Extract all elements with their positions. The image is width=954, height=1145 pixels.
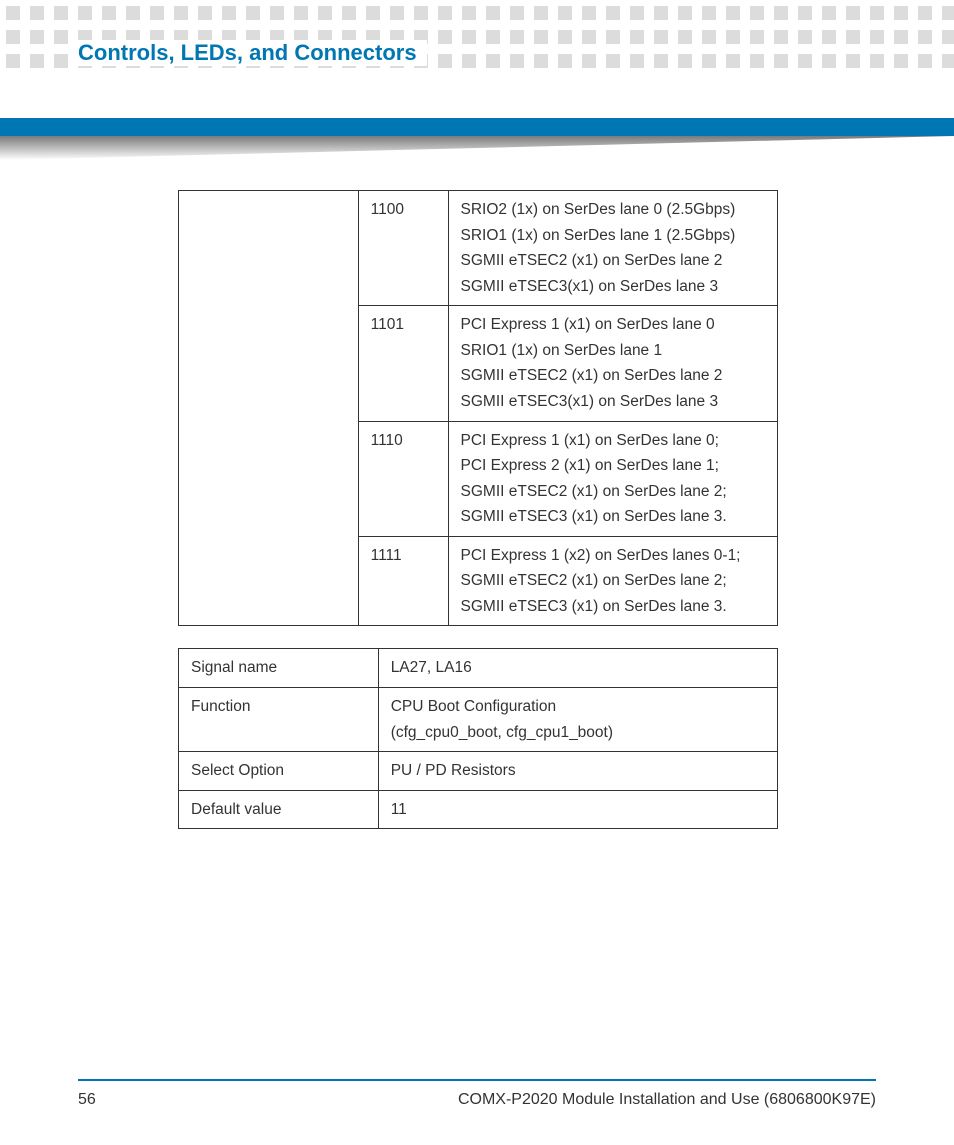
- content-area: 1100 SRIO2 (1x) on SerDes lane 0 (2.5Gbp…: [78, 190, 876, 829]
- table-row: Default value 11: [179, 790, 778, 829]
- value-cell: PU / PD Resistors: [378, 752, 777, 791]
- desc-line: SGMII eTSEC2 (x1) on SerDes lane 2;: [461, 479, 767, 505]
- value-line: PU / PD Resistors: [391, 758, 767, 784]
- section-title: Controls, LEDs, and Connectors: [78, 40, 427, 66]
- value-line: CPU Boot Configuration: [391, 694, 767, 720]
- desc-cell: PCI Express 1 (x2) on SerDes lanes 0-1; …: [448, 536, 777, 626]
- value-cell: CPU Boot Configuration (cfg_cpu0_boot, c…: [378, 688, 777, 752]
- code-cell: 1110: [358, 421, 448, 536]
- value-cell: LA27, LA16: [378, 649, 777, 688]
- code-cell: 1101: [358, 306, 448, 421]
- page-number: 56: [78, 1091, 96, 1109]
- desc-line: PCI Express 1 (x1) on SerDes lane 0;: [461, 428, 767, 454]
- desc-line: SRIO1 (1x) on SerDes lane 1 (2.5Gbps): [461, 223, 767, 249]
- desc-line: SGMII eTSEC3(x1) on SerDes lane 3: [461, 389, 767, 415]
- desc-line: PCI Express 2 (x1) on SerDes lane 1;: [461, 453, 767, 479]
- table-row: 1100 SRIO2 (1x) on SerDes lane 0 (2.5Gbp…: [179, 191, 778, 306]
- value-line: 11: [391, 797, 767, 823]
- label-cell: Default value: [179, 790, 379, 829]
- value-line: LA27, LA16: [391, 655, 767, 681]
- desc-line: PCI Express 1 (x1) on SerDes lane 0: [461, 312, 767, 338]
- value-line: (cfg_cpu0_boot, cfg_cpu1_boot): [391, 720, 767, 746]
- table-spanner-cell: [179, 191, 359, 626]
- desc-line: SGMII eTSEC3 (x1) on SerDes lane 3.: [461, 504, 767, 530]
- desc-line: SGMII eTSEC2 (x1) on SerDes lane 2: [461, 363, 767, 389]
- header-bar: [0, 118, 954, 136]
- code-cell: 1111: [358, 536, 448, 626]
- code-cell: 1100: [358, 191, 448, 306]
- desc-cell: PCI Express 1 (x1) on SerDes lane 0 SRIO…: [448, 306, 777, 421]
- desc-line: SGMII eTSEC3 (x1) on SerDes lane 3.: [461, 594, 767, 620]
- desc-line: PCI Express 1 (x2) on SerDes lanes 0-1;: [461, 543, 767, 569]
- desc-line: SRIO2 (1x) on SerDes lane 0 (2.5Gbps): [461, 197, 767, 223]
- desc-line: SGMII eTSEC2 (x1) on SerDes lane 2;: [461, 568, 767, 594]
- table-row: Select Option PU / PD Resistors: [179, 752, 778, 791]
- serdes-config-table: 1100 SRIO2 (1x) on SerDes lane 0 (2.5Gbp…: [178, 190, 778, 626]
- doc-title: COMX-P2020 Module Installation and Use (…: [458, 1091, 876, 1109]
- desc-cell: PCI Express 1 (x1) on SerDes lane 0; PCI…: [448, 421, 777, 536]
- desc-line: SRIO1 (1x) on SerDes lane 1: [461, 338, 767, 364]
- table-row: Function CPU Boot Configuration (cfg_cpu…: [179, 688, 778, 752]
- table-row: Signal name LA27, LA16: [179, 649, 778, 688]
- desc-line: SGMII eTSEC3(x1) on SerDes lane 3: [461, 274, 767, 300]
- boot-config-table: Signal name LA27, LA16 Function CPU Boot…: [178, 648, 778, 829]
- label-cell: Signal name: [179, 649, 379, 688]
- page-footer: 56 COMX-P2020 Module Installation and Us…: [78, 1079, 876, 1109]
- desc-line: SGMII eTSEC2 (x1) on SerDes lane 2: [461, 248, 767, 274]
- desc-cell: SRIO2 (1x) on SerDes lane 0 (2.5Gbps) SR…: [448, 191, 777, 306]
- header-wedge: [0, 136, 954, 160]
- label-cell: Function: [179, 688, 379, 752]
- label-cell: Select Option: [179, 752, 379, 791]
- value-cell: 11: [378, 790, 777, 829]
